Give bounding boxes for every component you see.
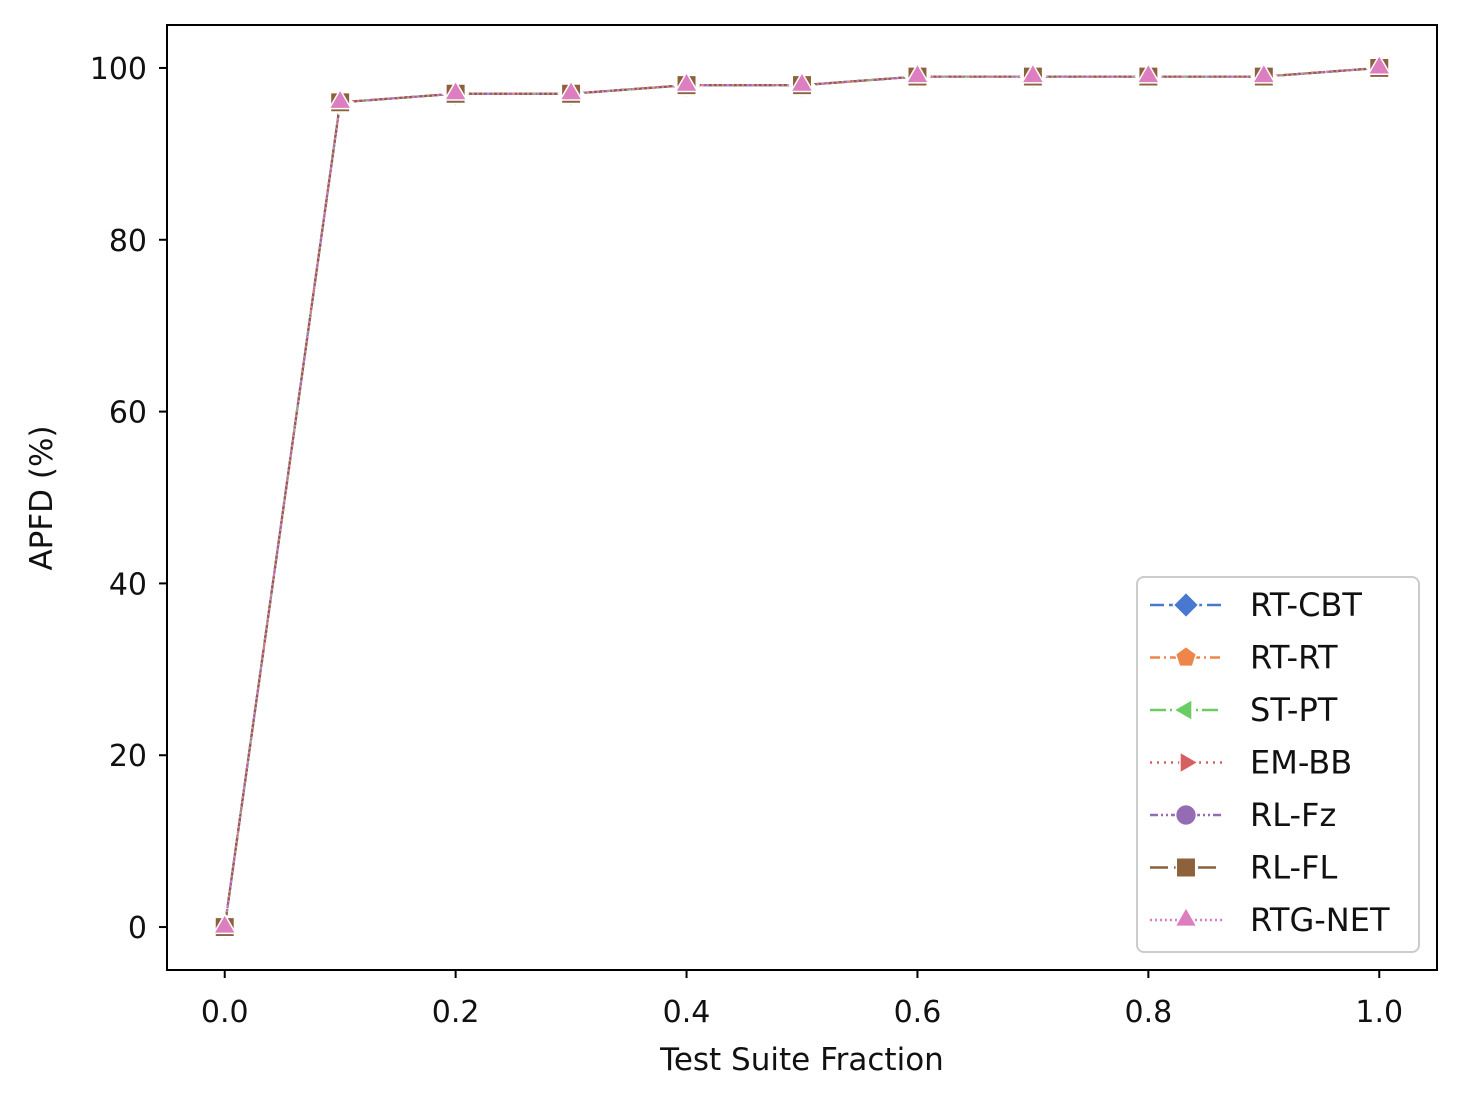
legend-marker-rt-rt — [1174, 645, 1198, 668]
point-rtg-net-2 — [443, 79, 468, 101]
x-tick-label: 0.6 — [894, 995, 942, 1030]
legend-box — [1136, 576, 1420, 953]
point-rtg-net-4 — [674, 70, 699, 93]
point-rtg-net-1 — [327, 88, 353, 110]
x-axis-label: Test Suite Fraction — [659, 1042, 944, 1078]
legend-marker-rl-fz — [1174, 803, 1198, 827]
legend-label-rl-fz: RL-Fz — [1250, 796, 1336, 834]
point-rtg-net-7 — [1020, 62, 1046, 84]
legend-marker-rt-cbt — [1172, 591, 1200, 619]
y-tick-label: 80 — [109, 224, 147, 259]
point-rtg-net-8 — [1136, 62, 1161, 84]
point-rtg-net-10 — [1367, 53, 1392, 76]
y-tick-label: 20 — [109, 739, 147, 774]
legend-label-rt-rt: RT-RT — [1250, 639, 1338, 677]
x-tick-label: 0.2 — [432, 995, 480, 1030]
legend: RT-CBT RT-RT ST-PT EM-BB RL-Fz RL-FL RTG-NET — [1136, 576, 1420, 953]
legend-marker-st-pt — [1172, 698, 1193, 722]
y-tick-label: 0 — [128, 911, 147, 946]
series-markers — [211, 53, 1393, 941]
point-rtg-net-3 — [558, 79, 584, 101]
legend-marker-em-bb — [1179, 750, 1200, 775]
x-tick-label: 0.4 — [663, 995, 711, 1030]
legend-label-rtg-net: RTG-NET — [1250, 901, 1390, 939]
legend-label-em-bb: EM-BB — [1250, 744, 1352, 782]
legend-label-rt-cbt: RT-CBT — [1250, 586, 1362, 624]
plot-frame — [166, 24, 1438, 971]
y-axis-ticks: 0 20 40 60 80 100 — [90, 52, 167, 946]
y-tick-label: 40 — [109, 567, 147, 602]
legend-marker-rl-fl — [1175, 857, 1197, 878]
x-tick-label: 0.8 — [1125, 995, 1173, 1030]
point-rtg-net-0 — [212, 912, 237, 935]
legend-label-st-pt: ST-PT — [1250, 691, 1338, 729]
y-tick-label: 60 — [109, 396, 147, 431]
x-tick-label: 0.0 — [201, 995, 249, 1030]
legend-marker-rtg-net — [1173, 905, 1199, 928]
legend-label-rl-fl: RL-FL — [1250, 849, 1337, 887]
y-axis-label: APFD (%) — [24, 425, 60, 570]
point-rtg-net-9 — [1251, 62, 1277, 84]
point-rtg-net-5 — [789, 70, 815, 93]
y-tick-label: 100 — [90, 52, 147, 87]
x-axis-ticks: 0.0 0.2 0.4 0.6 0.8 1.0 — [201, 970, 1403, 1030]
x-tick-label: 1.0 — [1355, 995, 1403, 1030]
point-rtg-net-6 — [905, 62, 930, 84]
